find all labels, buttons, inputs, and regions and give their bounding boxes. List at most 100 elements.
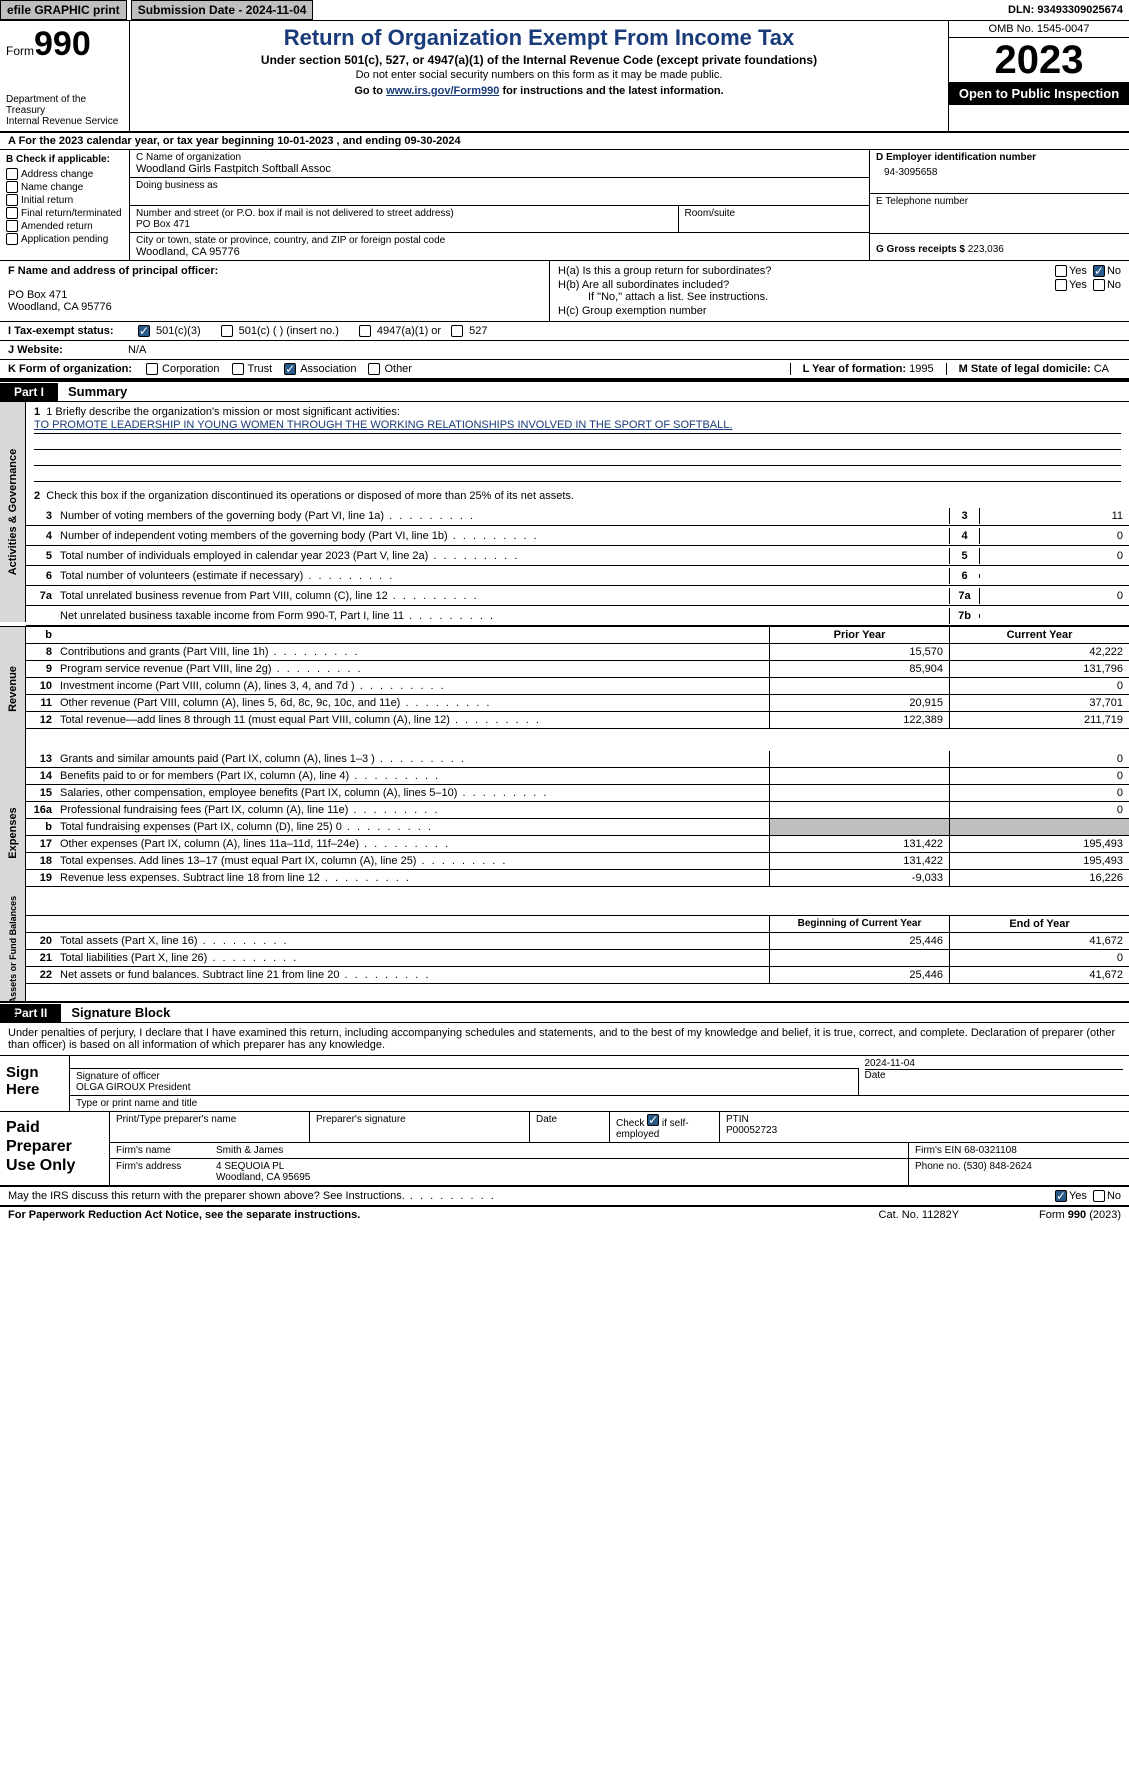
- officer-label: F Name and address of principal officer:: [8, 265, 541, 277]
- cb-hb-yes[interactable]: [1055, 279, 1067, 291]
- summary-row: 11Other revenue (Part VIII, column (A), …: [26, 695, 1129, 712]
- room-label: Room/suite: [685, 208, 864, 219]
- row-text: Total expenses. Add lines 13–17 (must eq…: [56, 853, 769, 869]
- lbl-name-change: Name change: [21, 182, 83, 193]
- row-num: 3: [26, 508, 56, 524]
- lbl-trust: Trust: [248, 363, 273, 375]
- city-label: City or town, state or province, country…: [136, 235, 863, 246]
- prior-value: [769, 678, 949, 694]
- lbl-address-change: Address change: [21, 169, 93, 180]
- org-name: Woodland Girls Fastpitch Softball Assoc: [136, 163, 863, 175]
- ein-label: D Employer identification number: [876, 152, 1123, 163]
- prep-date-label: Date: [530, 1112, 610, 1142]
- lbl-no: No: [1107, 265, 1121, 277]
- state-domicile: CA: [1094, 363, 1109, 375]
- section-revenue: Revenue b Prior Year Current Year 8Contr…: [0, 626, 1129, 751]
- form-word: Form: [1039, 1209, 1068, 1221]
- row-num: [26, 614, 56, 618]
- row-text: Program service revenue (Part VIII, line…: [56, 661, 769, 677]
- ein-value: 94-3095658: [876, 163, 1123, 182]
- col-prior-year: Prior Year: [769, 627, 949, 643]
- cb-hb-no[interactable]: [1093, 279, 1105, 291]
- lbl-corporation: Corporation: [162, 363, 219, 375]
- form-number: Form990: [6, 25, 123, 64]
- line-i-tax-exempt: I Tax-exempt status: 501(c)(3) 501(c) ( …: [0, 322, 1129, 341]
- row-text: Total liabilities (Part X, line 26): [56, 950, 769, 966]
- sig-date-label: Date: [865, 1070, 1124, 1081]
- cb-corporation[interactable]: [146, 363, 158, 375]
- cb-app-pending[interactable]: [6, 233, 18, 245]
- cb-other[interactable]: [368, 363, 380, 375]
- row-text: Number of voting members of the governin…: [56, 508, 949, 524]
- signature-declaration: Under penalties of perjury, I declare th…: [0, 1023, 1129, 1056]
- sign-here-block: Sign Here Signature of officer OLGA GIRO…: [0, 1056, 1129, 1112]
- summary-row: 6Total number of volunteers (estimate if…: [26, 566, 1129, 586]
- gross-label: G Gross receipts $: [876, 244, 968, 255]
- cb-address-change[interactable]: [6, 168, 18, 180]
- ha-label: H(a) Is this a group return for subordin…: [558, 265, 1049, 277]
- cb-final-return[interactable]: [6, 207, 18, 219]
- cb-ha-no[interactable]: [1093, 265, 1105, 277]
- efile-print-button[interactable]: efile GRAPHIC print: [0, 0, 127, 20]
- cb-501c3[interactable]: [138, 325, 150, 337]
- hc-label: H(c) Group exemption number: [558, 305, 1121, 317]
- ptin-value: P00052723: [726, 1125, 1123, 1136]
- cb-ha-yes[interactable]: [1055, 265, 1067, 277]
- firm-name: Smith & James: [210, 1143, 909, 1158]
- officer-addr2: Woodland, CA 95776: [8, 301, 541, 313]
- row-b-marker: b: [26, 627, 56, 643]
- lbl-4947: 4947(a)(1) or: [377, 325, 441, 337]
- line-j-label: J Website:: [8, 344, 128, 356]
- prior-value: -9,033: [769, 870, 949, 886]
- prior-value: [769, 950, 949, 966]
- cb-4947[interactable]: [359, 325, 371, 337]
- row-num: 13: [26, 751, 56, 767]
- current-value: 37,701: [949, 695, 1129, 711]
- addr-label: Number and street (or P.O. box if mail i…: [136, 208, 672, 219]
- form-990-footer: 990: [1068, 1209, 1086, 1221]
- cb-self-employed[interactable]: [647, 1114, 659, 1126]
- lbl-yes-2: Yes: [1069, 279, 1087, 291]
- cb-527[interactable]: [451, 325, 463, 337]
- cb-trust[interactable]: [232, 363, 244, 375]
- city-value: Woodland, CA 95776: [136, 246, 863, 258]
- row-text: Total number of volunteers (estimate if …: [56, 568, 949, 584]
- ptin-label: PTIN: [726, 1114, 1123, 1125]
- prior-value: [769, 819, 949, 835]
- col-b-header: B Check if applicable:: [6, 154, 123, 165]
- paid-preparer-label: Paid Preparer Use Only: [0, 1112, 110, 1185]
- cb-initial-return[interactable]: [6, 194, 18, 206]
- hb-note: If "No," attach a list. See instructions…: [558, 291, 1121, 303]
- cb-discuss-no[interactable]: [1093, 1190, 1105, 1202]
- row-num: 5: [26, 548, 56, 564]
- row-num: 8: [26, 644, 56, 660]
- summary-row: 7aTotal unrelated business revenue from …: [26, 586, 1129, 606]
- summary-row: 16aProfessional fundraising fees (Part I…: [26, 802, 1129, 819]
- row-num: 12: [26, 712, 56, 728]
- summary-row: 14Benefits paid to or for members (Part …: [26, 768, 1129, 785]
- row-value: [979, 614, 1129, 618]
- prior-value: [769, 785, 949, 801]
- cb-amended-return[interactable]: [6, 220, 18, 232]
- current-value: [949, 819, 1129, 835]
- row-num: 6: [26, 568, 56, 584]
- irs-link[interactable]: www.irs.gov/Form990: [386, 85, 499, 97]
- line-2-discontinue: 2 Check this box if the organization dis…: [26, 486, 1129, 506]
- may-irs-discuss: May the IRS discuss this return with the…: [0, 1187, 1129, 1207]
- cb-association[interactable]: [284, 363, 296, 375]
- summary-row: 22Net assets or fund balances. Subtract …: [26, 967, 1129, 984]
- lbl-amended-return: Amended return: [21, 221, 93, 232]
- row-value: 0: [979, 588, 1129, 604]
- cb-name-change[interactable]: [6, 181, 18, 193]
- cb-501c[interactable]: [221, 325, 233, 337]
- vtab-net-assets: Net Assets or Fund Balances: [8, 896, 18, 1020]
- current-value: 41,672: [949, 933, 1129, 949]
- summary-row: 17Other expenses (Part IX, column (A), l…: [26, 836, 1129, 853]
- current-value: 0: [949, 751, 1129, 767]
- part-2-title: Signature Block: [61, 1003, 180, 1022]
- firm-addr1: 4 SEQUOIA PL: [216, 1161, 902, 1172]
- row-text: Other revenue (Part VIII, column (A), li…: [56, 695, 769, 711]
- cb-discuss-yes[interactable]: [1055, 1190, 1067, 1202]
- line-2-text: Check this box if the organization disco…: [46, 490, 574, 502]
- row-value: 0: [979, 528, 1129, 544]
